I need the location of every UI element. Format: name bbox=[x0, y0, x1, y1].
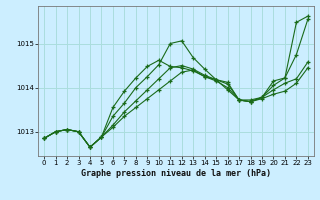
X-axis label: Graphe pression niveau de la mer (hPa): Graphe pression niveau de la mer (hPa) bbox=[81, 169, 271, 178]
